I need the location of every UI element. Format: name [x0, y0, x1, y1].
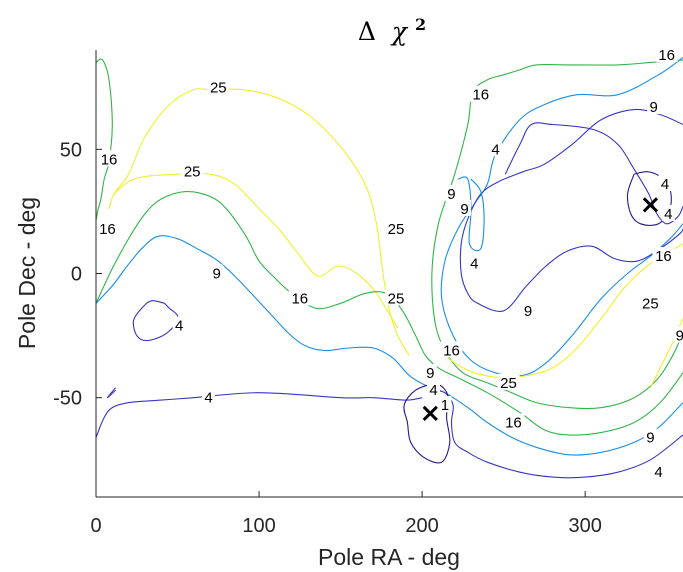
y-tick-label: -50 [53, 388, 82, 410]
contour-label-bg [98, 150, 121, 167]
contour-line-level-9 [96, 235, 683, 456]
contour-line-level-25 [113, 172, 399, 329]
contour-label: 4 [470, 256, 478, 273]
contour-label-bg [423, 363, 437, 380]
best-fit-marker: × [419, 399, 441, 429]
contour-label-bg [639, 294, 662, 311]
contour-label-bg [438, 396, 452, 413]
contour-label-bg [467, 254, 481, 271]
contour-label-bg [497, 373, 520, 390]
contour-label: 9 [646, 429, 654, 446]
contour-label-bg [469, 85, 492, 102]
y-axis-label: Pole Dec - deg [14, 197, 40, 349]
contour-label: 16 [101, 151, 118, 168]
contour-label-bg [652, 247, 675, 264]
contour-line-level-25 [108, 88, 410, 356]
contour-label: 4 [661, 176, 669, 193]
contour-label: 4 [175, 318, 183, 335]
contour-label-bg [673, 326, 683, 343]
contour-label-bg [427, 381, 441, 398]
contour-label: 25 [642, 295, 659, 312]
title-chi: χ [390, 17, 409, 46]
contour-label: 9 [649, 99, 657, 116]
contour-label: 16 [658, 47, 675, 64]
contour-label-bg [181, 162, 204, 179]
contour-label: 4 [654, 464, 662, 481]
contour-line-level-25 [649, 317, 683, 388]
contour-label: 4 [429, 382, 437, 399]
best-fit-marker: × [639, 190, 661, 220]
contour-label: 25 [388, 221, 405, 238]
contour-label-bg [458, 199, 472, 216]
contour-label: 16 [655, 248, 672, 265]
chart-title: Δ χ 2 [358, 15, 426, 46]
contour-label-bg [521, 301, 535, 318]
contour-label-bg [96, 219, 119, 236]
contour-label: 25 [388, 290, 405, 307]
y-tick-label: 50 [60, 139, 82, 161]
x-axis-label: Pole RA - deg [318, 544, 460, 570]
contour-line-level-4 [459, 108, 683, 312]
contour-label-bg [440, 341, 463, 358]
x-tick-label: 200 [405, 515, 438, 537]
contour-label-bg [385, 219, 408, 236]
contour-label: 9 [212, 266, 220, 283]
contour-line-level-4 [132, 300, 179, 342]
x-tick-label: 300 [568, 515, 601, 537]
contour-label: 9 [460, 201, 468, 218]
y-tick-label: 0 [71, 264, 82, 286]
contour-lines [96, 57, 683, 479]
contour-label-bg [202, 388, 216, 405]
contour-line-level-16 [431, 59, 683, 410]
contour-label-bg [658, 175, 672, 192]
contour-label: 16 [99, 221, 116, 238]
contour-line-level-4 [96, 392, 423, 438]
contour-line-level-4 [431, 389, 683, 479]
x-tick-label: 0 [90, 515, 101, 537]
contour-label-bg [655, 45, 678, 62]
contour-label-bg [444, 185, 458, 202]
contour-label-bg [647, 98, 661, 115]
axis-ticks: 0 100 200 300 50 0 -50 [53, 139, 602, 537]
title-delta: Δ [358, 17, 376, 46]
contour-label-bg [210, 264, 224, 281]
best-fit-markers: ×× [419, 190, 661, 429]
contour-label-bg [207, 78, 230, 95]
contour-label-bg [643, 428, 657, 445]
contour-label: 16 [443, 342, 460, 359]
contour-label: 4 [664, 206, 672, 223]
contour-label: 9 [676, 328, 683, 345]
contour-line-level-4 [504, 122, 683, 225]
contour-line-level-9 [457, 176, 485, 252]
contour-label: 16 [472, 87, 489, 104]
contour-label: 4 [491, 141, 499, 158]
contour-label: 9 [447, 186, 455, 203]
title-exponent: 2 [415, 15, 426, 34]
contour-label: 25 [184, 164, 201, 181]
contour-label: 4 [204, 390, 212, 407]
contour-label-bg [172, 316, 186, 333]
contour-label: 16 [291, 290, 308, 307]
contour-line-level-16 [96, 190, 683, 436]
contour-label-bg [661, 204, 675, 221]
plot-area [96, 50, 683, 497]
contour-label-bg [652, 463, 666, 480]
x-tick-label: 100 [242, 515, 275, 537]
contour-label: 1 [441, 397, 449, 414]
contour-label: 9 [524, 303, 532, 320]
contour-line-level-4 [106, 387, 117, 399]
contour-label: 25 [500, 375, 517, 392]
contour-label: 16 [505, 415, 522, 432]
contour-label-bg [502, 413, 525, 430]
contour-label-bg [488, 140, 502, 157]
contour-label: 9 [426, 365, 434, 382]
contour-label-bg [288, 289, 311, 306]
contour-label-bg [385, 289, 408, 306]
contour-line-level-9 [440, 57, 683, 377]
contour-label: 25 [210, 79, 227, 96]
